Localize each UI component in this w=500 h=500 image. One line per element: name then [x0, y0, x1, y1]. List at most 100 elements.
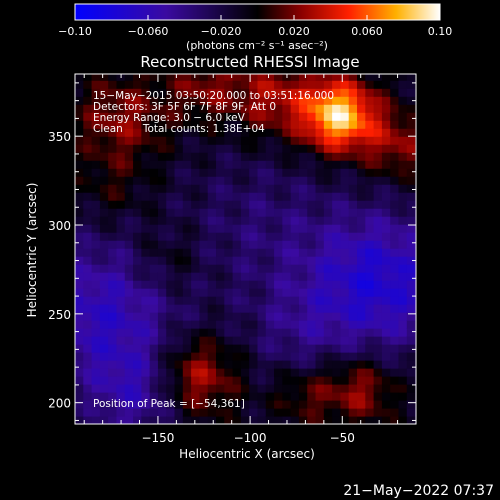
heatmap-cell	[274, 176, 283, 185]
heatmap-cell	[99, 264, 109, 273]
heatmap-cell	[174, 408, 184, 417]
heatmap-cell	[83, 288, 93, 297]
heatmap-cell	[315, 160, 325, 169]
heatmap-cell	[398, 128, 408, 137]
heatmap-cell	[274, 344, 283, 353]
heatmap-cell	[191, 304, 201, 313]
heatmap-cell	[298, 104, 308, 113]
heatmap-cell	[282, 344, 292, 353]
heatmap-cell	[365, 224, 375, 233]
heatmap-cell	[83, 368, 93, 377]
heatmap-cell	[340, 184, 350, 193]
heatmap-cell	[116, 360, 126, 369]
heatmap-cell	[307, 248, 317, 257]
heatmap-cell	[224, 312, 234, 321]
heatmap-cell	[83, 384, 93, 393]
heatmap-cell	[257, 368, 267, 377]
heatmap-cell	[182, 328, 192, 337]
heatmap-cell	[298, 336, 308, 345]
heatmap-cell	[149, 88, 159, 97]
heatmap-cell	[290, 344, 300, 353]
heatmap-cell	[406, 88, 416, 97]
heatmap-cell	[398, 312, 408, 321]
heatmap-cell	[83, 184, 93, 193]
heatmap-cell	[298, 384, 308, 393]
heatmap-cell	[274, 184, 283, 193]
y-axis-label: Heliocentric Y (arcsec)	[25, 183, 39, 318]
heatmap-cell	[182, 272, 192, 281]
heatmap-cell	[116, 344, 126, 353]
heatmap-cell	[216, 184, 225, 193]
x-tick-label: −150	[141, 431, 174, 445]
heatmap-cell	[166, 176, 176, 185]
heatmap-cell	[390, 384, 400, 393]
heatmap-cell	[232, 224, 242, 233]
heatmap-cell	[116, 152, 126, 161]
heatmap-cell	[99, 216, 109, 225]
heatmap-cell	[282, 104, 292, 113]
heatmap-cell	[99, 336, 109, 345]
heatmap-cell	[240, 184, 250, 193]
heatmap-cell	[257, 384, 267, 393]
heatmap-cell	[340, 104, 350, 113]
heatmap-cell	[232, 192, 242, 201]
heatmap-cell	[257, 80, 267, 89]
heatmap-cell	[290, 392, 300, 401]
heatmap-cell	[290, 144, 300, 153]
heatmap-cell	[232, 104, 242, 113]
heatmap-cell	[274, 384, 283, 393]
heatmap-cell	[398, 320, 408, 329]
heatmap-cell	[182, 112, 192, 121]
heatmap-cell	[340, 368, 350, 377]
heatmap-cell	[274, 264, 283, 273]
heatmap-cell	[274, 312, 283, 321]
heatmap-cell	[75, 288, 84, 297]
heatmap-cell	[307, 408, 317, 417]
heatmap-cell	[340, 408, 350, 417]
heatmap-cell	[174, 240, 184, 249]
heatmap-cell	[157, 80, 167, 89]
heatmap-cell	[365, 336, 375, 345]
heatmap-cell	[141, 312, 151, 321]
heatmap-cell	[99, 88, 109, 97]
heatmap-cell	[108, 240, 118, 249]
heatmap-cell	[108, 368, 118, 377]
heatmap-cell	[249, 74, 259, 81]
heatmap-cell	[91, 240, 101, 249]
heatmap-cell	[373, 408, 383, 417]
heatmap-cell	[240, 104, 250, 113]
heatmap-cell	[282, 136, 292, 145]
heatmap-cell	[240, 216, 250, 225]
heatmap-cell	[166, 416, 176, 424]
heatmap-cell	[216, 320, 225, 329]
heatmap-cell	[373, 216, 383, 225]
heatmap-cell	[116, 224, 126, 233]
heatmap-cell	[298, 272, 308, 281]
heatmap-cell	[348, 128, 358, 137]
heatmap-cell	[323, 88, 333, 97]
heatmap-cell	[274, 216, 283, 225]
heatmap-cell	[365, 232, 375, 241]
peak-position-label: Position of Peak = [−54,361]	[93, 398, 245, 410]
heatmap-cell	[307, 74, 317, 81]
heatmap-cell	[216, 328, 225, 337]
heatmap-cell	[199, 256, 209, 265]
heatmap-cell	[398, 392, 408, 401]
heatmap-cell	[307, 368, 317, 377]
heatmap-cell	[191, 416, 201, 424]
heatmap-cell	[157, 136, 167, 145]
heatmap-cell	[290, 384, 300, 393]
heatmap-cell	[257, 352, 267, 361]
heatmap-cell	[83, 408, 93, 417]
heatmap-cell	[265, 416, 275, 424]
heatmap-cell	[124, 416, 134, 424]
heatmap-cell	[332, 360, 342, 369]
heatmap-cell	[348, 240, 358, 249]
heatmap-cell	[282, 376, 292, 385]
heatmap-cell	[191, 264, 201, 273]
heatmap-cell	[83, 224, 93, 233]
heatmap-cell	[365, 176, 375, 185]
heatmap-cell	[390, 232, 400, 241]
heatmap-cell	[290, 216, 300, 225]
